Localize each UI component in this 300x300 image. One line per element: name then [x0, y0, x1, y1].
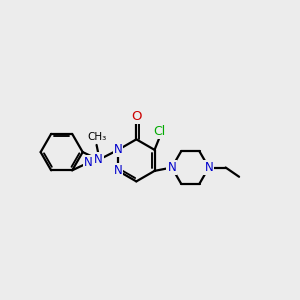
Text: CH₃: CH₃	[87, 132, 106, 142]
Text: Cl: Cl	[154, 125, 166, 138]
Text: N: N	[114, 164, 122, 177]
Text: N: N	[94, 153, 103, 166]
Text: N: N	[204, 161, 213, 174]
Text: O: O	[131, 110, 142, 123]
Text: N: N	[84, 156, 92, 169]
Text: N: N	[114, 143, 122, 156]
Text: N: N	[167, 161, 176, 174]
